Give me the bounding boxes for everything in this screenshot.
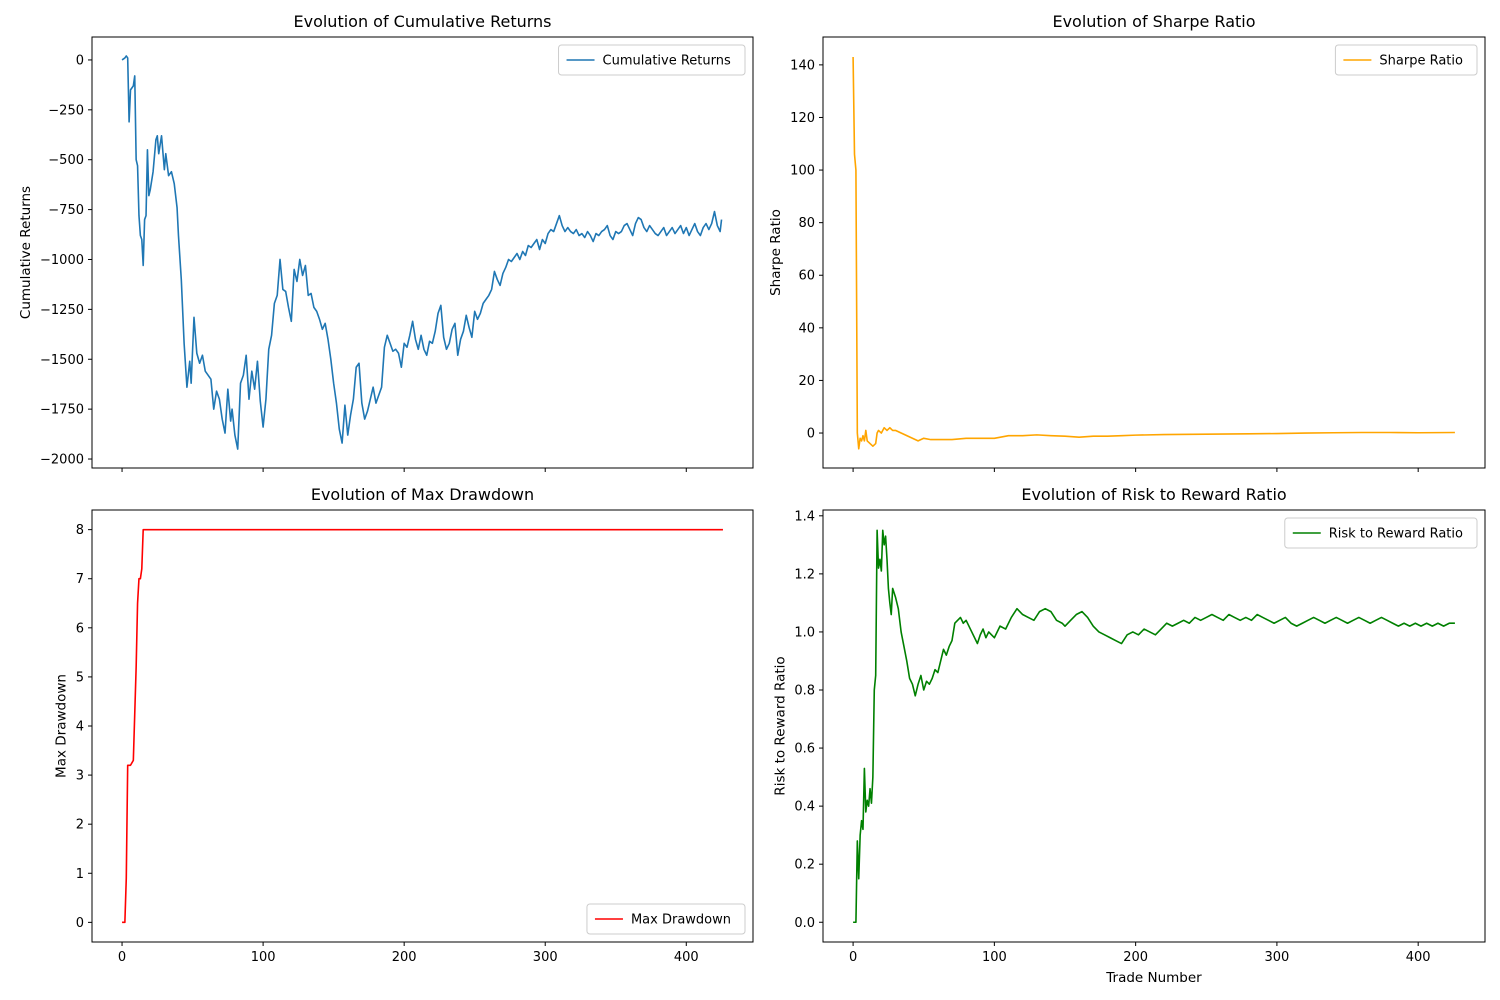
y-tick-label: 20 (798, 374, 815, 389)
y-tick-label: −1250 (40, 303, 84, 318)
y-axis-label: Max Drawdown (54, 674, 70, 778)
y-tick-label: 0.4 (794, 800, 815, 815)
legend: Risk to Reward Ratio (1284, 517, 1478, 549)
data-line (121, 55, 723, 450)
y-tick-label: 6 (76, 621, 84, 636)
x-tick-label: 300 (1264, 950, 1289, 965)
subplot: Evolution of Cumulative Returns −2000 −175… (18, 12, 754, 472)
y-tick-label: 100 (790, 164, 815, 179)
y-tick-label: 0.8 (794, 684, 815, 699)
y-tick-label: 0 (76, 53, 84, 68)
y-tick-label: 0.0 (794, 916, 815, 931)
y-tick-label: −1750 (40, 403, 84, 418)
plot-area (121, 55, 723, 450)
x-tick-label: 400 (1406, 950, 1431, 965)
y-tick-label: −1500 (40, 353, 84, 368)
x-tick-label: 200 (1123, 950, 1148, 965)
legend-label: Sharpe Ratio (1379, 54, 1463, 69)
y-tick-label: 1.2 (794, 567, 815, 582)
y-tick-label: −1000 (40, 253, 84, 268)
subplot-title: Evolution of Cumulative Returns (293, 12, 551, 31)
y-tick-label: 140 (790, 58, 815, 73)
y-axis-label: Sharpe Ratio (768, 209, 784, 296)
legend-label: Cumulative Returns (603, 54, 731, 69)
subplot-title: Evolution of Max Drawdown (311, 485, 534, 504)
y-tick-label: −2000 (40, 453, 84, 468)
y-tick-label: 4 (76, 720, 84, 735)
legend-frame (1334, 44, 1478, 76)
x-axis-label: Trade Number (1105, 970, 1202, 986)
x-tick-label: 0 (118, 950, 126, 965)
data-line (852, 56, 1455, 450)
y-tick-label: 0.2 (794, 858, 815, 873)
y-tick-label: 80 (798, 216, 815, 231)
axes-frame (91, 36, 754, 469)
y-tick-label: −250 (48, 103, 84, 118)
legend-frame (586, 903, 746, 935)
y-tick-label: −750 (48, 203, 84, 218)
x-tick-label: 400 (674, 950, 699, 965)
subplot-title: Evolution of Sharpe Ratio (1052, 12, 1255, 31)
y-tick-label: 7 (76, 572, 84, 587)
subplot-title: Evolution of Risk to Reward Ratio (1021, 485, 1286, 504)
y-tick-label: 1.0 (794, 625, 815, 640)
y-tick-label: 120 (790, 111, 815, 126)
legend: Max Drawdown (586, 903, 746, 935)
y-axis-label: Cumulative Returns (18, 186, 34, 319)
axes-frame (822, 36, 1486, 469)
plot-area (852, 56, 1455, 450)
legend: Cumulative Returns (558, 44, 746, 76)
y-tick-label: 0.6 (794, 742, 815, 757)
y-tick-label: 2 (76, 818, 84, 833)
y-tick-label: 60 (798, 269, 815, 284)
legend-label: Max Drawdown (631, 913, 731, 928)
x-tick-label: 300 (533, 950, 558, 965)
y-tick-label: 0 (807, 427, 815, 442)
y-tick-label: 0 (76, 916, 84, 931)
legend-frame (558, 44, 746, 76)
y-tick-label: 5 (76, 670, 84, 685)
y-axis-label: Risk to Reward Ratio (772, 656, 788, 795)
y-tick-label: 1 (76, 867, 84, 882)
subplot: Evolution of Risk to Reward Ratio 0.0 0.2 0… (772, 485, 1486, 986)
legend-frame (1284, 517, 1478, 549)
data-line (853, 529, 1455, 924)
x-tick-label: 100 (251, 950, 276, 965)
plot-area (853, 529, 1455, 924)
data-line (122, 528, 723, 924)
y-tick-label: 40 (798, 321, 815, 336)
y-tick-label: 8 (76, 523, 84, 538)
axes-frame (822, 509, 1486, 943)
y-tick-label: 3 (76, 769, 84, 784)
y-tick-label: −500 (48, 153, 84, 168)
y-tick-label: 1.4 (794, 509, 815, 524)
subplot: Evolution of Max Drawdown 0 1 2 3 4 5 6 7 8 0 100 20… (54, 485, 754, 965)
x-tick-label: 200 (392, 950, 417, 965)
axes-frame (91, 509, 754, 943)
x-tick-label: 100 (982, 950, 1007, 965)
legend-label: Risk to Reward Ratio (1329, 527, 1463, 542)
x-tick-label: 0 (849, 950, 857, 965)
subplot: Evolution of Sharpe Ratio 0 20 40 60 80 100 120… (768, 12, 1486, 472)
legend: Sharpe Ratio (1334, 44, 1478, 76)
plot-area (122, 528, 723, 924)
